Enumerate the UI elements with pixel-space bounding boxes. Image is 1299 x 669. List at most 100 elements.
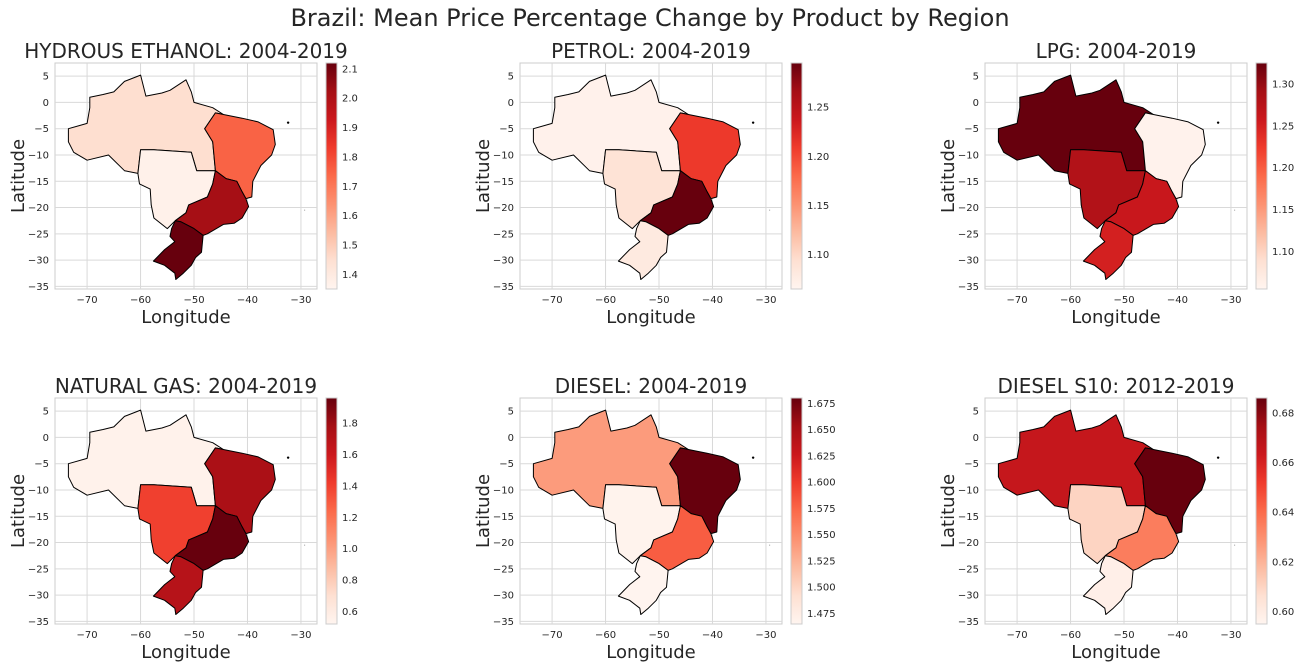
x-tick-label: −70 [1007, 630, 1028, 641]
map-panel: PETROL: 2004-2019 −70 −60 −50 −40 −30 5 0 −5 −10 −… [473, 39, 829, 328]
x-tick-label: −70 [542, 630, 563, 641]
y-tick-label: 5 [43, 72, 49, 83]
y-tick-label: −20 [958, 538, 979, 549]
y-tick-label: −10 [28, 485, 49, 496]
y-tick-label: −20 [28, 203, 49, 214]
y-tick-label: −5 [499, 124, 514, 135]
x-tick-label: −60 [595, 630, 616, 641]
y-tick-label: −20 [493, 203, 514, 214]
y-tick-label: −25 [958, 564, 979, 575]
colorbar-tick-label: 1.6 [342, 211, 358, 222]
island-marker [286, 121, 290, 124]
x-tick-label: −40 [1167, 295, 1188, 306]
colorbar-tick-label: 1.4 [342, 481, 358, 492]
y-axis-label: Latitude [938, 139, 959, 213]
panel-title: DIESEL: 2004-2019 [555, 374, 748, 398]
region-southeast [639, 505, 715, 571]
y-tick-label: 5 [43, 407, 49, 418]
colorbar-tick-label: 1.15 [1272, 205, 1294, 216]
island-marker [304, 209, 306, 211]
x-tick-label: −30 [755, 630, 776, 641]
x-tick-label: −60 [130, 630, 151, 641]
colorbar-tick-label: 1.575 [807, 504, 836, 515]
map-panel: DIESEL S10: 2012-2019 −70 −60 −50 −40 −30 5 0 −5… [938, 374, 1294, 663]
colorbar-tick-label: 1.550 [807, 530, 836, 541]
y-tick-label: −15 [493, 512, 514, 523]
x-axis-label: Longitude [141, 307, 231, 328]
y-tick-label: −5 [499, 459, 514, 470]
map-panel: LPG: 2004-2019 −70 −60 −50 −40 −30 5 0 −5 −10 −15 −… [938, 39, 1294, 328]
x-tick-label: −50 [648, 630, 669, 641]
region-southeast [1104, 170, 1180, 236]
region-southeast [639, 170, 715, 236]
y-tick-label: −30 [493, 591, 514, 602]
colorbar-tick-label: 1.500 [807, 583, 836, 594]
region-southeast [174, 170, 250, 236]
colorbar [325, 62, 338, 290]
y-tick-label: −25 [28, 229, 49, 240]
y-tick-label: −25 [493, 564, 514, 575]
y-tick-label: −5 [964, 459, 979, 470]
panel-title: HYDROUS ETHANOL: 2004-2019 [24, 39, 348, 63]
colorbar-tick-label: 1.25 [807, 103, 829, 114]
region-south [617, 555, 669, 615]
colorbar-tick-label: 1.8 [342, 419, 358, 430]
y-tick-label: −30 [493, 256, 514, 267]
y-tick-label: −5 [34, 124, 49, 135]
y-tick-label: −10 [493, 485, 514, 496]
island-marker [769, 209, 771, 211]
y-tick-label: 0 [973, 98, 979, 109]
y-tick-label: −10 [958, 485, 979, 496]
x-tick-label: −70 [77, 295, 98, 306]
y-tick-label: −25 [28, 564, 49, 575]
x-tick-label: −40 [1167, 630, 1188, 641]
x-tick-label: −40 [702, 295, 723, 306]
y-tick-label: −20 [958, 203, 979, 214]
y-tick-label: 0 [508, 433, 514, 444]
map-panel: DIESEL: 2004-2019 −70 −60 −50 −40 −30 5 0 −5 −10 −… [473, 374, 836, 663]
colorbar-tick-label: 1.10 [1272, 247, 1294, 258]
colorbar-tick-label: 1.15 [807, 201, 829, 212]
y-tick-label: −20 [493, 538, 514, 549]
figure-title: Brazil: Mean Price Percentage Change by … [290, 4, 1009, 32]
map-panel: HYDROUS ETHANOL: 2004-2019−70 −60 −50 −40 −3… [8, 39, 358, 328]
colorbar [790, 397, 803, 625]
colorbar-tick-label: 1.625 [807, 451, 836, 462]
colorbar-tick-label: 1.6 [342, 450, 358, 461]
y-tick-label: −35 [958, 617, 979, 628]
y-tick-label: −15 [958, 512, 979, 523]
x-tick-label: −50 [183, 295, 204, 306]
x-tick-label: −30 [755, 295, 776, 306]
panel-title: PETROL: 2004-2019 [551, 39, 751, 63]
region-south [1082, 555, 1134, 615]
panel-title: DIESEL S10: 2012-2019 [997, 374, 1234, 398]
colorbar [1255, 397, 1268, 625]
y-tick-label: 5 [508, 72, 514, 83]
colorbar-tick-label: 0.6 [342, 607, 358, 618]
y-tick-label: 0 [43, 98, 49, 109]
colorbar-tick-label: 1.525 [807, 556, 836, 567]
colorbar-tick-label: 1.675 [807, 399, 836, 410]
colorbar-tick-label: 2.0 [342, 94, 358, 105]
y-tick-label: −20 [28, 538, 49, 549]
island-marker [304, 544, 306, 546]
colorbar-tick-label: 0.60 [1272, 607, 1294, 618]
x-tick-label: −70 [77, 630, 98, 641]
colorbar [790, 62, 803, 290]
island-marker [769, 544, 771, 546]
y-tick-label: −15 [493, 177, 514, 188]
x-tick-label: −70 [1007, 295, 1028, 306]
colorbar-tick-label: 0.68 [1272, 408, 1294, 419]
colorbar-tick-label: 1.2 [342, 513, 358, 524]
colorbar-tick-label: 1.650 [807, 425, 836, 436]
x-tick-label: −30 [1220, 295, 1241, 306]
map-panel: NATURAL GAS: 2004-2019 −70 −60 −50 −40 −30 5 0 −… [8, 374, 358, 663]
island-marker [1234, 209, 1236, 211]
y-tick-label: −10 [958, 150, 979, 161]
colorbar-tick-label: 1.10 [807, 250, 829, 261]
y-tick-label: −5 [964, 124, 979, 135]
y-tick-label: 0 [508, 98, 514, 109]
colorbar-tick-label: 1.0 [342, 544, 358, 555]
region-south [152, 555, 204, 615]
